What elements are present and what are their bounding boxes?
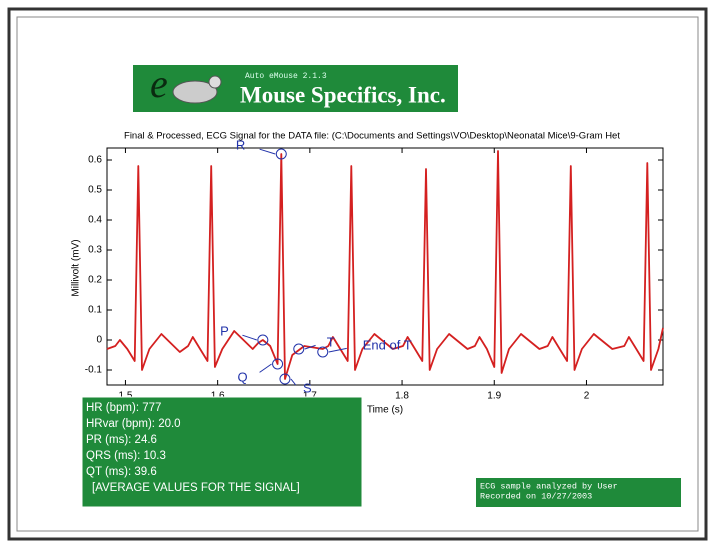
logo-letter: e <box>150 61 168 106</box>
results-panel: HR (bpm): 777 HRvar (bpm): 20.0 PR (ms): 2… <box>82 397 362 507</box>
y-tick-label: -0.1 <box>85 365 103 376</box>
logo-mouse-ear <box>209 76 221 88</box>
y-tick-label: 0.6 <box>88 155 102 166</box>
annotation-label: R <box>236 137 245 152</box>
result-line: HRvar (bpm): 20.0 <box>86 418 181 430</box>
x-tick-label: 1.8 <box>395 391 409 402</box>
result-line: QT (ms): 39.6 <box>86 466 157 478</box>
y-tick-label: 0.2 <box>88 275 102 286</box>
annotation-label: T <box>327 334 335 349</box>
result-line: HR (bpm): 777 <box>86 402 161 414</box>
annotation-label: S <box>303 380 312 395</box>
y-tick-label: 0.1 <box>88 305 102 316</box>
y-tick-label: 0.4 <box>88 215 102 226</box>
x-axis-label: Time (s) <box>367 405 403 416</box>
chart-title: Final & Processed, ECG Signal for the DA… <box>124 131 620 142</box>
result-line: QRS (ms): 10.3 <box>86 450 166 462</box>
y-tick-label: 0 <box>96 335 102 346</box>
footer-line: Recorded on 10/27/2003 <box>480 491 592 501</box>
result-line: PR (ms): 24.6 <box>86 434 157 446</box>
x-tick-label: 2 <box>584 391 590 402</box>
ecg-chart: Final & Processed, ECG Signal for the DA… <box>71 131 663 416</box>
logo-company: Mouse Specifics, Inc. <box>240 82 446 107</box>
logo-version: Auto eMouse 2.1.3 <box>245 72 327 81</box>
annotation-label: P <box>220 323 229 338</box>
screen: e Auto eMouse 2.1.3 Mouse Specifics, Inc… <box>0 0 715 548</box>
y-axis-label: Millivolt (mV) <box>71 239 82 296</box>
footer-line: ECG sample analyzed by User <box>480 481 618 491</box>
y-tick-label: 0.3 <box>88 245 102 256</box>
x-tick-label: 1.9 <box>487 391 501 402</box>
annotation-label: Q <box>237 369 247 384</box>
annotation-label: End of T <box>363 337 412 352</box>
y-tick-label: 0.5 <box>88 185 102 196</box>
result-line: [AVERAGE VALUES FOR THE SIGNAL] <box>92 482 300 494</box>
logo: e Auto eMouse 2.1.3 Mouse Specifics, Inc… <box>133 61 458 112</box>
